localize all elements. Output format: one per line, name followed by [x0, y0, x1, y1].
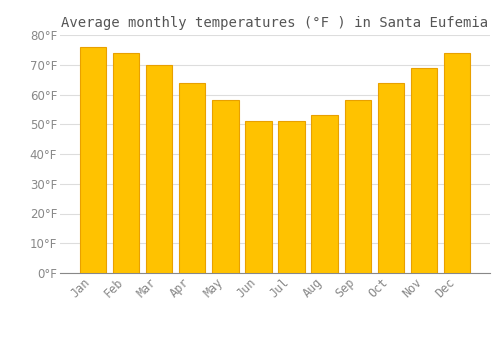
Bar — [411, 68, 438, 273]
Bar — [444, 53, 470, 273]
Bar — [344, 100, 371, 273]
Bar — [112, 53, 139, 273]
Bar — [179, 83, 206, 273]
Bar — [146, 65, 172, 273]
Bar — [212, 100, 238, 273]
Bar — [80, 47, 106, 273]
Bar — [312, 116, 338, 273]
Title: Average monthly temperatures (°F ) in Santa Eufemia: Average monthly temperatures (°F ) in Sa… — [62, 16, 488, 30]
Bar — [278, 121, 305, 273]
Bar — [378, 83, 404, 273]
Bar — [245, 121, 272, 273]
